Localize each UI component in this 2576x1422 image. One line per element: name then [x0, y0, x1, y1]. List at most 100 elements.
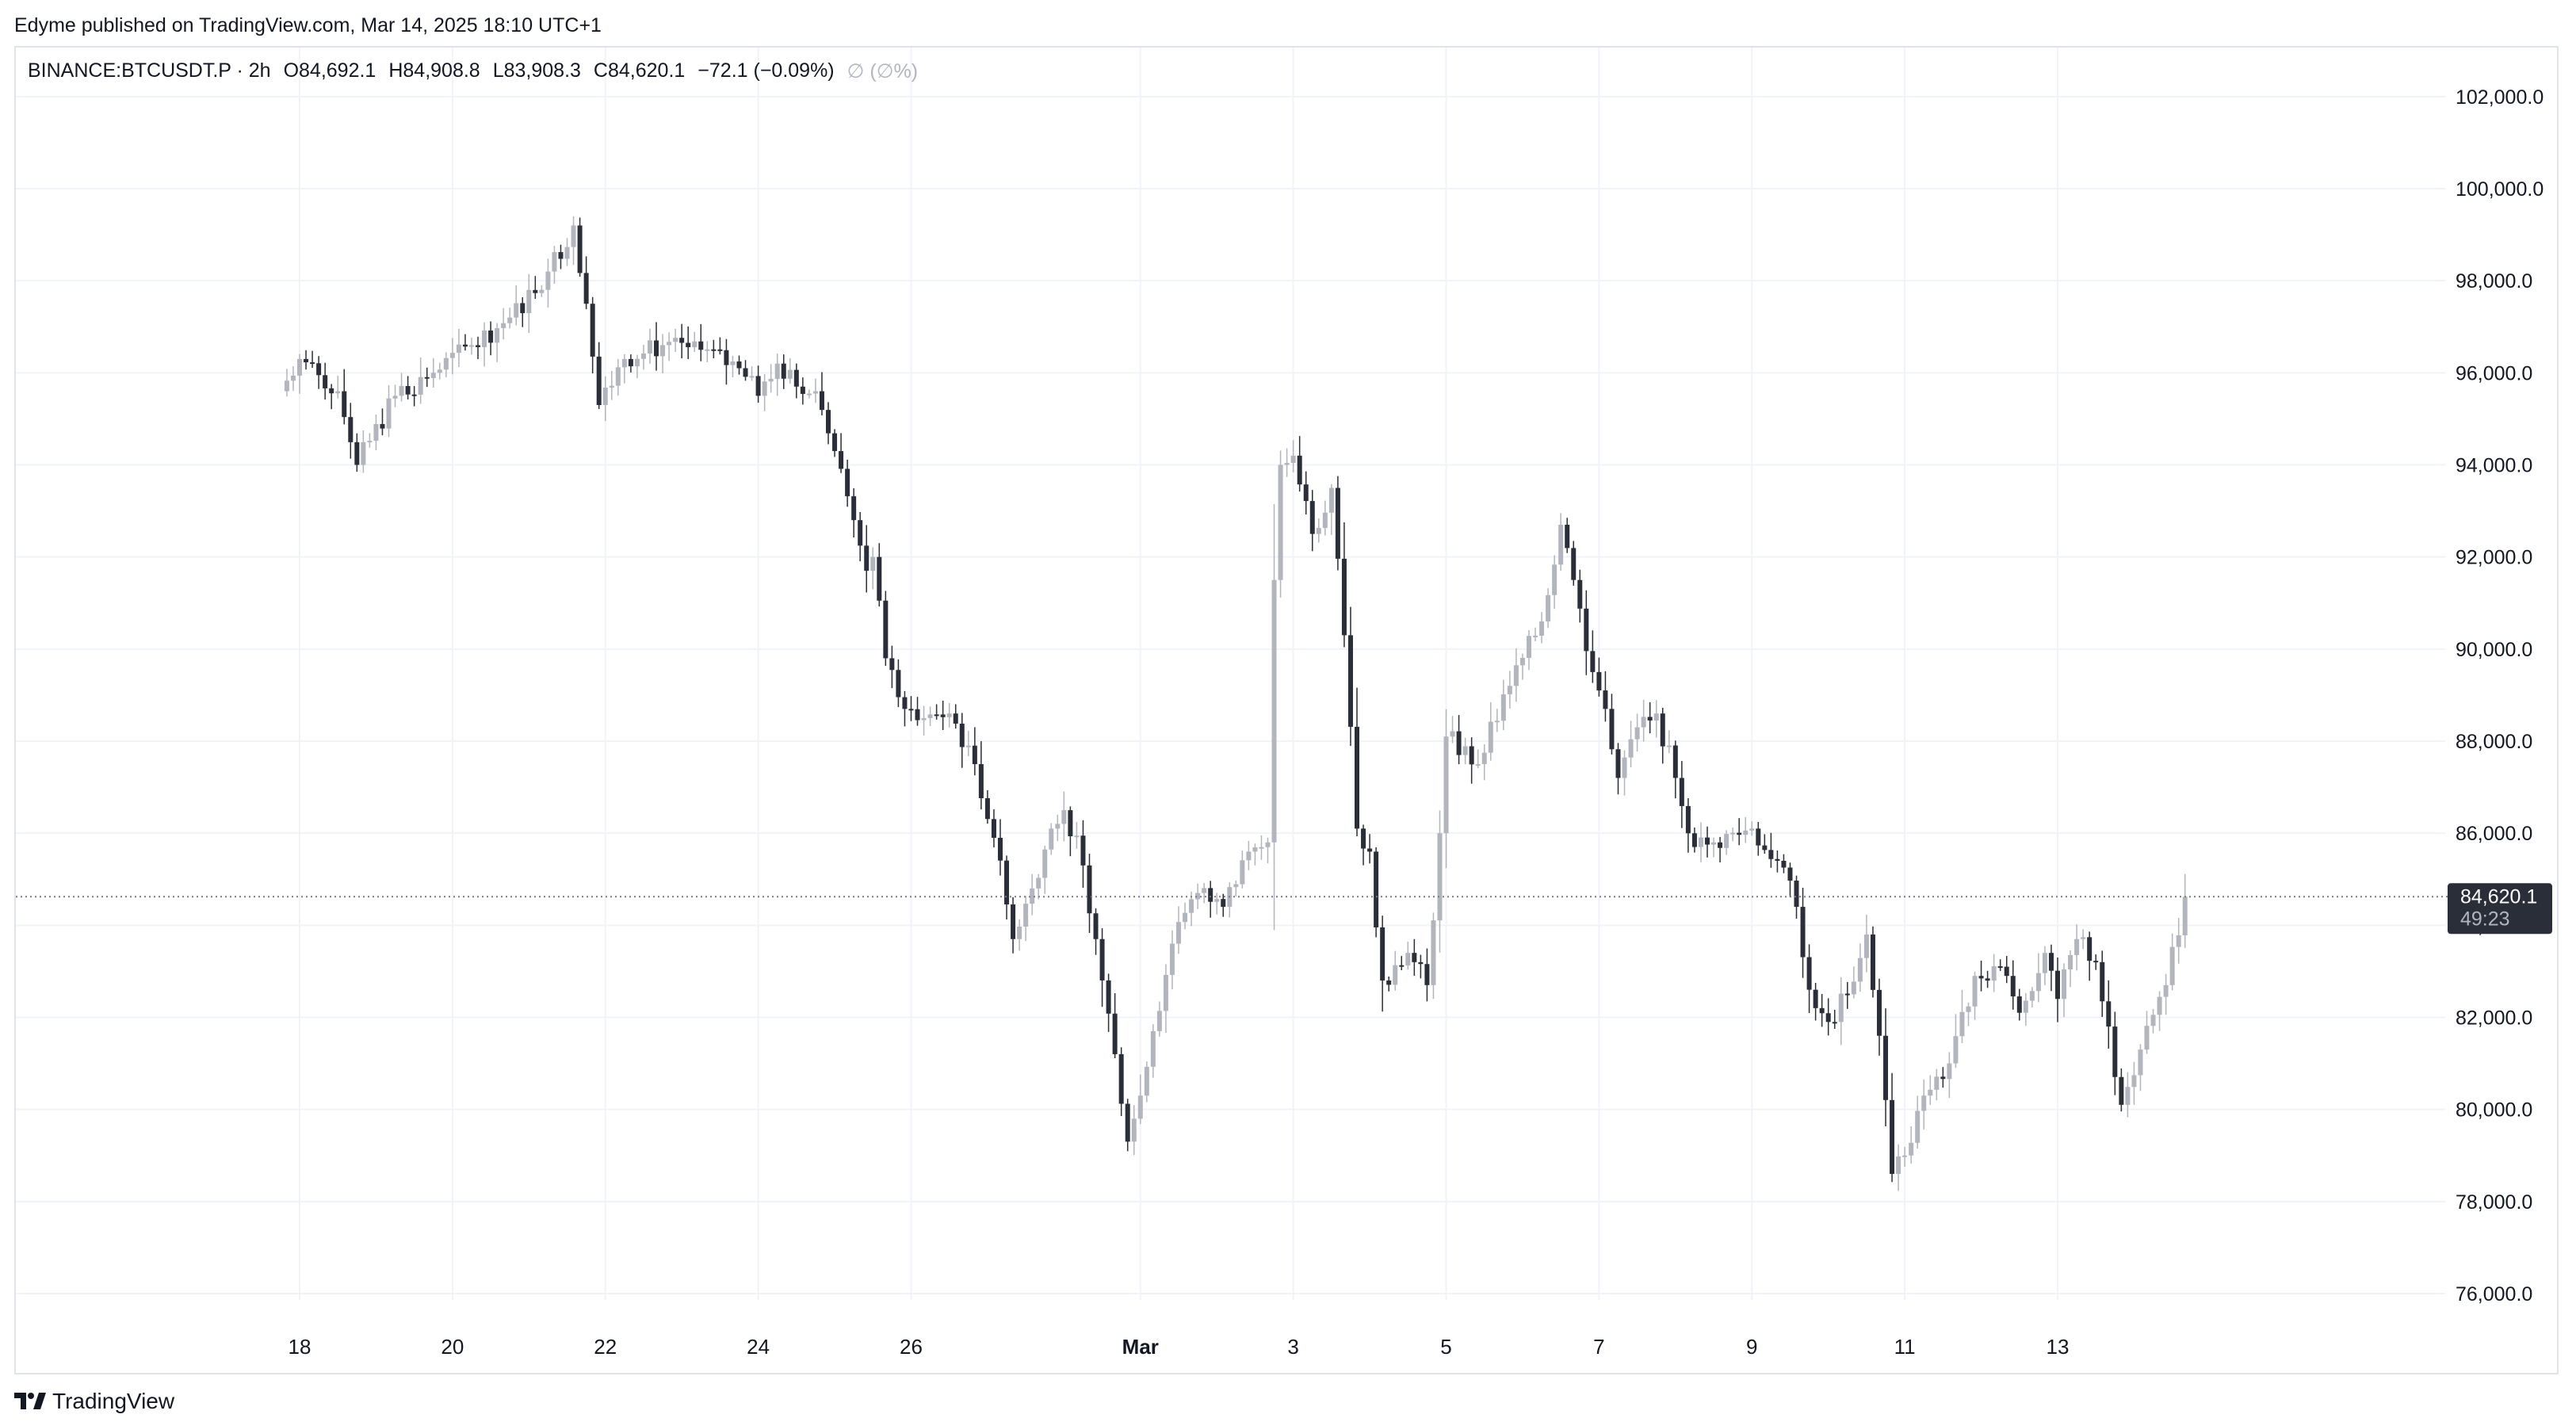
candle-body [1890, 1099, 1895, 1174]
candle-body [793, 369, 799, 387]
candle-body [2157, 996, 2162, 1015]
candle [1309, 490, 1315, 552]
candle-body [1393, 965, 1398, 985]
candle [1934, 1068, 1940, 1101]
candle-body [1863, 934, 1869, 958]
candle-body [1328, 487, 1334, 513]
candle [1355, 687, 1360, 836]
x-tick-label: 13 [2047, 1335, 2070, 1359]
candle [1208, 881, 1213, 918]
candle-body [456, 344, 461, 354]
candle-body [997, 837, 1003, 861]
x-tick-label: Mar [1122, 1335, 1159, 1359]
candle-body [1718, 842, 1723, 848]
candle-body [1711, 842, 1717, 845]
candle-body [2144, 1026, 2150, 1050]
candle-body [583, 273, 589, 304]
candle [329, 384, 334, 410]
candle [1462, 737, 1468, 765]
candle [2016, 988, 2022, 1021]
candle [717, 337, 723, 355]
symbol-name[interactable]: BINANCE:BTCUSDT.P · 2h [28, 59, 271, 82]
candle [647, 328, 652, 364]
candle [1176, 906, 1181, 954]
high-value: H84,908.8 [388, 59, 480, 82]
candle-body [1183, 912, 1188, 923]
candle [1513, 648, 1519, 702]
candle [335, 376, 341, 399]
candle-body [1870, 934, 1875, 990]
candle [2055, 957, 2060, 1023]
candle-body [2112, 1026, 2118, 1077]
candle [1762, 834, 1768, 854]
candle-body [1494, 721, 1500, 723]
candle [2081, 929, 2086, 950]
candle-body [1991, 966, 1997, 981]
candle [787, 357, 793, 384]
candle [634, 354, 640, 379]
candle-body [526, 289, 532, 314]
candle-body [1794, 881, 1799, 908]
candle-body [316, 363, 322, 376]
candle [686, 326, 691, 359]
candle [1011, 897, 1016, 954]
candle [1055, 814, 1061, 841]
candle [1412, 938, 1417, 977]
tradingview-logo-icon[interactable] [14, 1393, 46, 1410]
candle [1144, 1061, 1149, 1103]
candle-body [571, 225, 576, 247]
bar-countdown: 49:23 [2460, 908, 2510, 930]
candle-body [482, 330, 487, 347]
candle [558, 244, 564, 269]
candle-body [335, 391, 341, 394]
candle [1488, 701, 1493, 761]
candle-body [1176, 922, 1181, 944]
candle [819, 372, 824, 416]
candle-body [1737, 832, 1742, 835]
candle-body [590, 304, 595, 357]
candle-body [411, 394, 417, 396]
candle-body [870, 556, 876, 571]
candle [1698, 822, 1703, 862]
candle-body [507, 317, 513, 323]
candle [1386, 977, 1392, 992]
candle-body [1641, 717, 1646, 728]
candle-body [2068, 954, 2073, 970]
candle-body [284, 380, 289, 392]
extra-value: ∅ (∅%) [847, 60, 919, 82]
candle-body [354, 442, 360, 465]
candle-body [991, 819, 996, 838]
candle-body [1947, 1063, 1952, 1080]
candle-body [1030, 888, 1035, 904]
candle-body [845, 468, 850, 497]
candle [2074, 924, 2080, 971]
x-tick-label: 20 [441, 1335, 464, 1359]
candle-body [533, 289, 538, 293]
candle [654, 322, 659, 371]
candle [1851, 966, 1856, 999]
candle [1596, 657, 1602, 697]
footer-brand[interactable]: TradingView [52, 1389, 175, 1413]
candle-body [468, 345, 474, 347]
candle [2169, 933, 2175, 991]
candle [1966, 1002, 1971, 1026]
candle-body [2035, 973, 2041, 992]
candle [501, 308, 506, 340]
candle-body [1169, 943, 1175, 975]
candle [1259, 835, 1264, 860]
candle-body [1112, 1013, 1118, 1054]
candle [2131, 1061, 2137, 1105]
candle-body [800, 386, 805, 394]
candle [896, 659, 901, 708]
candle-body [1622, 757, 1627, 778]
candle [1335, 476, 1340, 571]
candle [323, 362, 328, 400]
candle-body [2182, 896, 2188, 936]
candle [1590, 630, 1596, 683]
candle [1997, 959, 2003, 971]
candle-body [667, 342, 672, 346]
candle-body [1017, 927, 1022, 939]
candle-body [2081, 937, 2086, 939]
candle [1546, 588, 1551, 629]
